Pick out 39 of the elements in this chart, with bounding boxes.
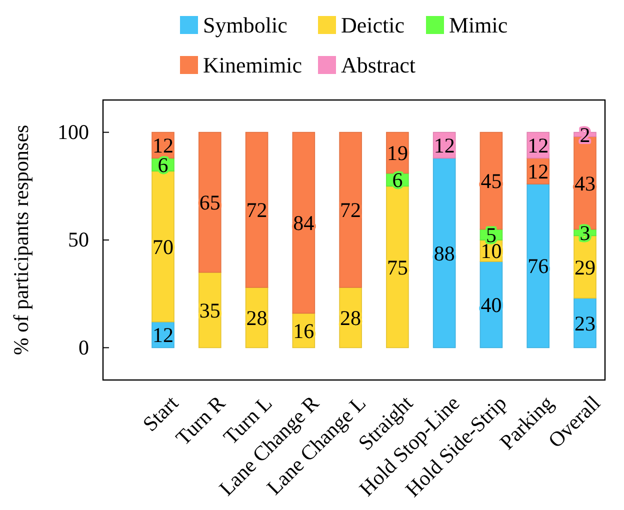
y-tick-label: 50 bbox=[68, 228, 89, 252]
y-tick-label: 0 bbox=[78, 335, 89, 360]
y-axis-title: % of participants responses bbox=[9, 124, 33, 356]
data-label: 28 bbox=[246, 306, 268, 330]
data-label: 6 bbox=[392, 168, 403, 192]
y-tick-label: 100 bbox=[58, 120, 89, 144]
data-label: 28 bbox=[340, 306, 362, 330]
data-label: 88 bbox=[434, 241, 455, 266]
bar bbox=[152, 170, 174, 322]
data-label: 12 bbox=[152, 134, 174, 158]
data-label: 84 bbox=[293, 211, 315, 236]
data-label: 76 bbox=[528, 254, 549, 278]
data-label: 35 bbox=[199, 298, 220, 322]
data-label: 43 bbox=[574, 171, 596, 196]
data-label: 70 bbox=[152, 234, 174, 259]
legend-label: Kinemimic bbox=[203, 52, 302, 78]
data-label: 45 bbox=[480, 169, 502, 194]
data-label: 72 bbox=[246, 198, 268, 222]
data-label: 12 bbox=[152, 323, 174, 348]
bar bbox=[292, 132, 316, 314]
data-label: 12 bbox=[528, 134, 549, 158]
legend-label: Deictic bbox=[341, 12, 405, 38]
bar bbox=[386, 186, 409, 348]
data-label: 23 bbox=[574, 311, 596, 336]
legend-label: Mimic bbox=[449, 12, 508, 38]
data-label: 75 bbox=[386, 255, 408, 280]
data-label: 29 bbox=[574, 255, 596, 280]
bar bbox=[526, 184, 550, 348]
data-label: 12 bbox=[434, 134, 455, 158]
bar bbox=[339, 132, 362, 288]
data-label: 72 bbox=[340, 198, 362, 222]
data-label: 19 bbox=[386, 141, 408, 166]
data-label: 65 bbox=[199, 190, 220, 215]
data-label: 12 bbox=[528, 159, 549, 184]
legend-label: Abstract bbox=[341, 52, 416, 78]
legend-label: Symbolic bbox=[203, 12, 288, 38]
data-label: 2 bbox=[580, 122, 590, 147]
data-label: 16 bbox=[293, 318, 314, 343]
data-label: 40 bbox=[480, 292, 502, 317]
